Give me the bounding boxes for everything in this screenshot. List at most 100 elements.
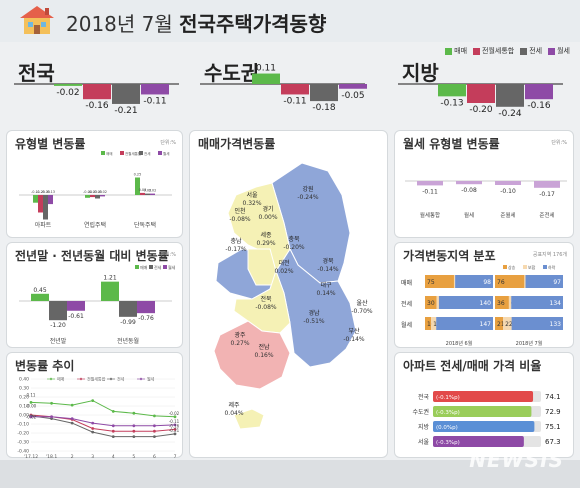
- legend-swatch: [520, 47, 528, 55]
- x-tick-label: 3: [91, 454, 94, 459]
- legend-swatch: [163, 265, 167, 269]
- region-value: -0.70%: [351, 308, 373, 315]
- x-tick-label: 6: [153, 454, 156, 459]
- legend-label: 전세: [144, 151, 150, 156]
- summary-bar: [252, 73, 280, 84]
- bar-value: -1.20: [50, 322, 66, 329]
- monthly-rent-chart: -0.11 월세통합 -0.08 월세 -0.10 준월세 -0.17 준전세: [405, 180, 567, 219]
- stack-segment: [436, 317, 493, 330]
- segment-value: 21: [497, 321, 505, 328]
- segment-value: 133: [550, 321, 562, 328]
- panel-title-ratio: 아파트 전세/매매 가격 비율: [403, 359, 542, 373]
- segment-value: 98: [483, 279, 491, 286]
- region-name: 충남: [230, 237, 242, 245]
- region-name: 울산: [356, 299, 368, 307]
- summary-value: -0.16: [527, 101, 551, 111]
- region-name: 충북: [288, 235, 300, 243]
- legend-swatch: [149, 265, 153, 269]
- stack-segment: [455, 275, 493, 288]
- data-point: [153, 429, 156, 433]
- y-tick-label: 0.40: [19, 377, 29, 383]
- row-label: 전국: [418, 393, 430, 401]
- data-point: [132, 429, 136, 433]
- bar: [49, 301, 67, 321]
- y-tick-label: -0.10: [17, 422, 29, 428]
- legend-label: 전월세통합: [125, 151, 142, 156]
- region-name: 서울: [246, 191, 258, 199]
- x-tick-label: '17.12: [24, 454, 38, 459]
- category-label: 전년동월: [117, 337, 139, 345]
- stack-segment: [495, 296, 509, 309]
- y-tick-label: -0.30: [17, 440, 29, 446]
- region-value: 0.00%: [258, 214, 277, 221]
- legend-label: 보합: [528, 264, 536, 270]
- region-name: 경북: [322, 258, 334, 265]
- region-name: 경기: [262, 205, 273, 213]
- region-name: 경남: [308, 309, 320, 317]
- region-name: 강원: [302, 185, 313, 193]
- bar-value: -0.03: [88, 190, 97, 194]
- row-label: 매매: [401, 279, 412, 287]
- distribution-chart: 상승보합하락매매7539876397전세306140366134월세161314…: [401, 264, 563, 347]
- bar: [495, 181, 521, 185]
- summary-value: -0.24: [498, 109, 522, 119]
- legend-label: 월세: [557, 47, 570, 55]
- category-label: 연립주택: [84, 221, 106, 229]
- region-value: -0.20%: [283, 244, 305, 251]
- row-label: 서울: [418, 438, 430, 446]
- y-tick-label: 0.30: [19, 386, 29, 392]
- data-point: [70, 403, 74, 407]
- region-value: 0.04%: [224, 410, 243, 417]
- region-name: 전북: [260, 295, 272, 303]
- legend-label: 매매: [57, 376, 65, 382]
- bar-value: -0.11: [31, 190, 40, 194]
- legend-label: 매매: [106, 151, 112, 156]
- summary-value: -0.05: [341, 91, 364, 101]
- region-value: 0.14%: [316, 290, 335, 297]
- data-point: [50, 415, 53, 419]
- bar: [101, 281, 119, 301]
- series-line: [31, 416, 176, 427]
- bar-value: 0.02: [149, 189, 157, 193]
- bar-value: -0.35: [41, 190, 50, 194]
- bar: [100, 195, 105, 197]
- panel-map: 매매가격변동률 서울 0.32% 인천 -0.08% 경기 0.00% 강원 -0.24% 세종…: [189, 130, 388, 458]
- house-icon: [20, 6, 54, 34]
- legend-label: 전세: [154, 264, 162, 270]
- bar-value: 0.25: [134, 173, 142, 177]
- panel-title-monthly-rent: 월세 유형별 변동률: [403, 137, 500, 151]
- bar: [433, 391, 534, 402]
- stack-segment: [425, 275, 454, 288]
- point-label: -0.21: [169, 428, 180, 433]
- region-name: 부산: [348, 327, 360, 335]
- legend-label: 전세: [529, 47, 543, 55]
- category-label: 아파트: [35, 221, 52, 229]
- bar: [145, 193, 150, 195]
- legend-label: 전세: [117, 376, 125, 382]
- point-label: 0.11: [27, 392, 36, 397]
- panel-trend: 변동률 추이 매매 전월세통합 전세 월세 0.40 0.30 0.20 0.10 0.00 -0…: [6, 352, 183, 459]
- bar: [433, 436, 524, 447]
- stack-segment: [503, 317, 512, 330]
- summary-value: -0.21: [114, 106, 137, 116]
- legend-swatch: [139, 151, 143, 155]
- summary-value: 0.11: [256, 64, 276, 74]
- summary-bar: [339, 84, 367, 89]
- row-label: 월세: [401, 321, 412, 329]
- data-point: [153, 424, 156, 428]
- stack-segment: [436, 296, 439, 309]
- data-point: [132, 411, 136, 415]
- legend-swatch: [445, 47, 453, 55]
- page-title: 2018년 7월 전국주택가격동향: [66, 8, 326, 37]
- summary-chart: 전국-0.02-0.16 -0.21-0.11수도권0.11-0.11-0.18-…: [14, 61, 563, 119]
- bar-value: -0.05: [93, 190, 102, 194]
- legend-label: 매매: [454, 47, 468, 55]
- header-bar: [0, 0, 580, 42]
- region-value: 0.32%: [242, 200, 261, 207]
- bar-value: 75.1: [545, 423, 561, 431]
- bar-value: -0.02: [98, 190, 107, 194]
- panel-distribution: 가격변동지역 분포 공표지역 176개 상승보합하락매매7539876397전세…: [394, 242, 574, 348]
- bar-value: -0.04: [83, 190, 93, 194]
- category-label: 월세: [464, 211, 474, 219]
- segment-value: 30: [427, 300, 435, 307]
